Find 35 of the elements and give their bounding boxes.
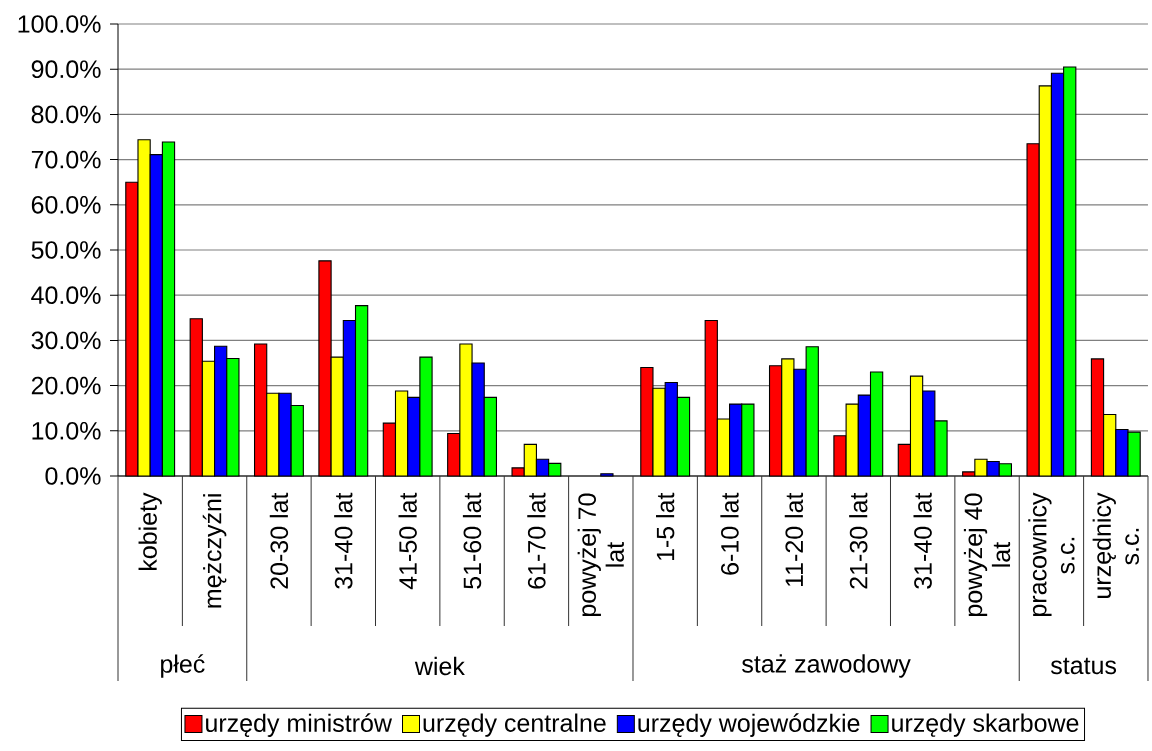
x-tick-label: 20-30 lat [269, 492, 289, 589]
x-tick-label: 11-20 lat [784, 492, 804, 587]
x-tick-label: mężczyźni [202, 494, 227, 608]
legend-label: urzędy centralne [423, 713, 606, 737]
y-tick-label: 30.0% [31, 331, 101, 350]
x-tick-label: 41-50 lat [398, 492, 417, 590]
legend-label: urzędy ministrów [206, 713, 393, 737]
x-tick-label: kobiety [138, 492, 162, 571]
y-tick-label: 70.0% [31, 150, 101, 169]
x-tick-label: 31-40 lat [913, 492, 932, 589]
x-tick-label: powyżej 40 lat [963, 493, 1011, 616]
y-tick-label: 40.0% [31, 286, 101, 305]
x-tick-label: 21-30 lat [849, 492, 868, 589]
x-tick-label: 31-40 lat [334, 492, 353, 589]
text: płeć [161, 654, 205, 678]
x-tick-label: 6-10 lat [720, 492, 739, 575]
text: status [1050, 657, 1117, 675]
legend-label: urzędy skarbowe [892, 713, 1079, 737]
y-tick-label: 0.0% [45, 467, 101, 485]
x-tick-label: 61-70 lat [527, 492, 546, 589]
y-tick-label: 20.0% [31, 376, 101, 395]
x-tick-label: powyżej 70 lat [577, 493, 624, 616]
x-tick-label: 51-60 lat [462, 492, 482, 589]
x-tick-label: urzędnicy s.c. [1092, 492, 1139, 598]
text: staż zawodowy [742, 654, 911, 678]
y-tick-label: 80.0% [31, 105, 101, 124]
y-tick-label: 60.0% [31, 195, 101, 214]
y-tick-label: 50.0% [31, 241, 101, 259]
y-tick-label: 100.0% [18, 15, 101, 33]
y-tick-label: 90.0% [31, 60, 101, 79]
x-tick-label: pracownicy s.c. [1028, 492, 1075, 616]
y-tick-label: 10.0% [32, 421, 101, 440]
text: wiek [414, 656, 465, 676]
legend-label: urzędy wojewódzkie [638, 713, 860, 737]
x-tick-label: 1-5 lat [656, 492, 675, 561]
